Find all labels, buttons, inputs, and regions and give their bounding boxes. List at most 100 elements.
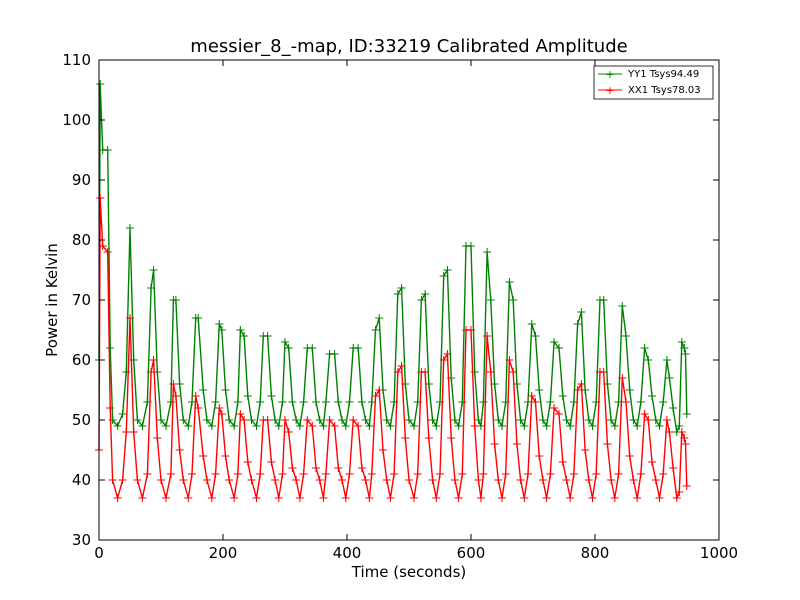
data-point <box>230 422 239 430</box>
data-point <box>421 368 430 376</box>
data-point <box>640 410 649 418</box>
y-tick-label: 90 <box>72 171 91 189</box>
data-point <box>474 416 483 424</box>
data-point <box>288 398 297 406</box>
data-point <box>629 416 638 424</box>
data-point <box>334 398 343 406</box>
data-point <box>672 494 681 502</box>
data-point <box>432 422 441 430</box>
data-point <box>357 464 366 472</box>
data-point <box>179 416 188 424</box>
series-markers-0 <box>95 80 691 436</box>
x-tick-label: 600 <box>457 544 486 562</box>
data-point <box>217 326 226 334</box>
data-point <box>669 404 678 412</box>
data-point <box>454 494 463 502</box>
data-point <box>143 470 152 478</box>
data-point <box>675 422 684 430</box>
data-point <box>618 374 627 382</box>
data-point <box>520 422 529 430</box>
data-point <box>614 470 623 478</box>
data-point <box>184 494 193 502</box>
data-point <box>271 416 280 424</box>
data-point <box>106 344 115 352</box>
data-point <box>202 416 211 424</box>
data-point <box>138 494 147 502</box>
data-point <box>542 494 551 502</box>
data-point <box>588 422 597 430</box>
x-tick-label: 0 <box>94 544 104 562</box>
data-point <box>233 470 242 478</box>
data-point <box>153 434 162 442</box>
data-point <box>357 398 366 406</box>
data-point <box>367 470 376 478</box>
data-point <box>494 476 503 484</box>
data-point <box>230 494 239 502</box>
data-point <box>236 326 245 334</box>
data-point <box>247 416 256 424</box>
data-point <box>524 470 533 478</box>
data-point <box>179 476 188 484</box>
data-point <box>428 476 437 484</box>
data-point <box>386 422 395 430</box>
data-point <box>538 476 547 484</box>
data-point <box>665 428 674 436</box>
data-point <box>409 422 418 430</box>
data-point <box>113 494 122 502</box>
data-point <box>538 416 547 424</box>
y-tick-label: 110 <box>62 51 91 69</box>
data-point <box>527 392 536 400</box>
data-point <box>505 356 514 364</box>
data-point <box>486 296 495 304</box>
data-point <box>498 422 506 430</box>
data-point <box>659 398 668 406</box>
data-point <box>483 248 492 256</box>
data-point <box>524 398 533 406</box>
data-point <box>256 470 265 478</box>
data-point <box>467 326 475 334</box>
data-point <box>171 392 180 400</box>
data-point <box>345 398 354 406</box>
data-point <box>640 344 649 352</box>
data-point <box>555 344 564 352</box>
x-tick-label: 200 <box>209 544 238 562</box>
data-point <box>312 464 320 472</box>
data-point <box>321 398 330 406</box>
data-point <box>531 398 540 406</box>
data-point <box>470 422 479 430</box>
y-tick-label: 60 <box>72 351 91 369</box>
data-point <box>629 476 638 484</box>
data-point <box>569 470 578 478</box>
data-point <box>263 416 272 424</box>
y-tick-label: 30 <box>72 531 91 549</box>
data-point <box>147 368 156 376</box>
data-point <box>295 494 304 502</box>
data-point <box>161 494 170 502</box>
data-point <box>566 422 575 430</box>
data-point <box>479 470 488 478</box>
data-point <box>498 494 506 502</box>
data-point <box>247 476 256 484</box>
data-point <box>157 476 165 484</box>
data-point <box>486 368 495 376</box>
data-point <box>644 416 653 424</box>
data-point <box>126 314 134 322</box>
data-point <box>577 308 586 316</box>
data-point <box>550 404 559 412</box>
data-point <box>603 440 612 448</box>
data-point <box>382 416 391 424</box>
data-point <box>610 494 619 502</box>
data-point <box>393 290 402 298</box>
data-point <box>295 422 304 430</box>
data-point <box>292 476 301 484</box>
data-point <box>284 344 293 352</box>
x-tick-label: 400 <box>333 544 362 562</box>
data-point <box>584 416 593 424</box>
data-point <box>118 410 127 418</box>
data-point <box>428 416 437 424</box>
data-point <box>401 434 410 442</box>
data-point <box>225 416 234 424</box>
data-point <box>361 416 370 424</box>
data-point <box>558 392 567 400</box>
